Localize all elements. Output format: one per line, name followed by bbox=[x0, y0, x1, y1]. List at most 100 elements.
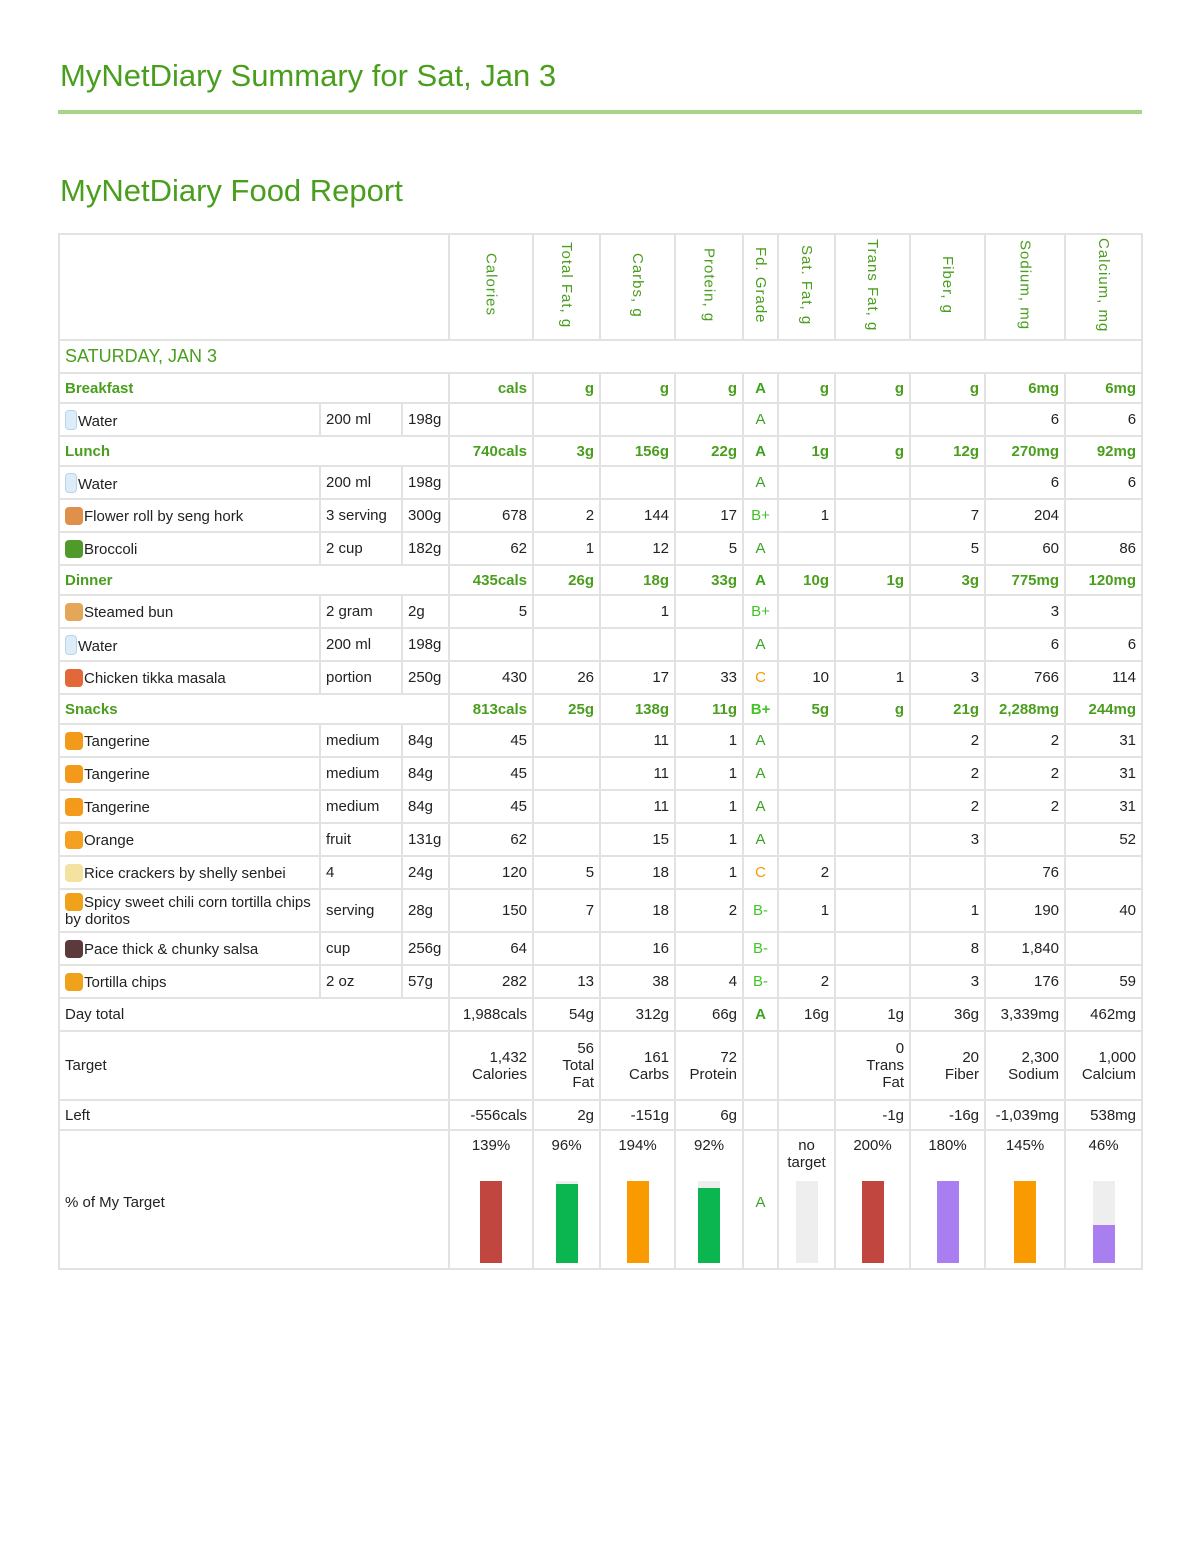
nutrient-value: 813cals bbox=[448, 693, 535, 725]
food-name-cell: Pace thick & chunky salsa bbox=[58, 931, 321, 966]
food-row[interactable]: Rice crackers by shelly senbei 4 24g 120 5 18… bbox=[58, 855, 1144, 890]
food-row[interactable]: Flower roll by seng hork 3 serving 300g 678… bbox=[58, 498, 1144, 533]
nutrient-value: g bbox=[834, 693, 912, 725]
nutrient-value bbox=[777, 931, 837, 966]
food-row[interactable]: Steamed bun 2 gram 2g 5 1 B+ 3 bbox=[58, 594, 1144, 629]
left-value: -151g bbox=[599, 1099, 677, 1131]
page-title: MyNetDiary Summary for Sat, Jan 3 bbox=[60, 58, 557, 93]
left-value: 6g bbox=[674, 1099, 745, 1131]
nutrient-value: 6 bbox=[1064, 627, 1144, 662]
nutrient-value bbox=[532, 931, 602, 966]
nutrient-value bbox=[777, 822, 837, 857]
food-row[interactable]: Tortilla chips 2 oz 57g 282 13 38 4 B- 2 3 176 59 bbox=[58, 964, 1144, 999]
nutrient-value: 740cals bbox=[448, 435, 535, 467]
nutrient-value bbox=[532, 822, 602, 857]
nutrient-value: 7 bbox=[909, 498, 987, 533]
day-total-value: 462mg bbox=[1064, 997, 1144, 1032]
food-row[interactable]: Tangerine medium 84g 45 11 1 A 2 2 31 bbox=[58, 723, 1144, 758]
nutrient-value: 1 bbox=[834, 660, 912, 695]
percent-cell: 139% bbox=[448, 1129, 535, 1270]
meal-row-snacks: Snacks 813cals 25g 138g 11g B+ 5g g 21g 2,288mg 24… bbox=[57, 693, 1144, 725]
nutrient-value: 2 bbox=[909, 723, 987, 758]
day-total-value: 16g bbox=[777, 997, 837, 1032]
nutrient-value: 18g bbox=[599, 564, 677, 596]
nutrient-value: 5 bbox=[532, 855, 602, 890]
nutrient-value: 62 bbox=[448, 531, 535, 566]
food-name-cell: Water bbox=[58, 402, 321, 437]
food-name: Spicy sweet chili corn tortilla chips by… bbox=[65, 894, 311, 928]
food-row[interactable]: Pace thick & chunky salsa cup 256g 64 16 B- 8 1… bbox=[58, 931, 1144, 966]
food-weight: 250g bbox=[400, 660, 451, 695]
nutrient-value bbox=[777, 756, 837, 791]
nutrient-value bbox=[777, 531, 837, 566]
food-amount: 2 oz bbox=[319, 964, 403, 999]
nutrient-value: 176 bbox=[984, 964, 1067, 999]
nutrient-value: 7 bbox=[532, 888, 602, 933]
nutrient-value: g bbox=[909, 372, 987, 404]
target-value: 72 Protein bbox=[674, 1030, 745, 1101]
nutrient-value bbox=[532, 594, 602, 629]
nutrient-value bbox=[834, 964, 912, 999]
nutrient-value: 1g bbox=[834, 564, 912, 596]
percent-cell: 46% bbox=[1064, 1129, 1144, 1270]
percent-bar-track bbox=[1014, 1181, 1037, 1263]
food-name-cell: Tangerine bbox=[58, 756, 321, 791]
food-row[interactable]: Tangerine medium 84g 45 11 1 A 2 2 31 bbox=[58, 789, 1144, 824]
nutrient-value: g bbox=[834, 372, 912, 404]
meal-name: Breakfast bbox=[57, 372, 451, 404]
day-total-value: 3,339mg bbox=[984, 997, 1067, 1032]
food-row[interactable]: Broccoli 2 cup 182g 62 1 12 5 A 5 60 86 bbox=[58, 531, 1144, 566]
nutrient-value: 17 bbox=[599, 660, 677, 695]
nutrient-value: 26 bbox=[532, 660, 602, 695]
nutrient-value bbox=[1064, 855, 1144, 890]
nutrient-value: 2,288mg bbox=[984, 693, 1067, 725]
nutrient-value bbox=[834, 402, 912, 437]
nutrient-value bbox=[599, 402, 677, 437]
nutrient-value: 12g bbox=[909, 435, 987, 467]
food-row[interactable]: Chicken tikka masala portion 250g 430 26 17 33… bbox=[58, 660, 1144, 695]
food-weight: 131g bbox=[400, 822, 451, 857]
target-nutrient: Calories bbox=[472, 1065, 528, 1083]
food-row[interactable]: Tangerine medium 84g 45 11 1 A 2 2 31 bbox=[58, 756, 1144, 791]
percent-bar bbox=[450, 1181, 532, 1263]
percent-text: no target bbox=[787, 1137, 826, 1171]
food-weight: 28g bbox=[400, 888, 451, 933]
food-row[interactable]: Spicy sweet chili corn tortilla chips by… bbox=[58, 888, 1144, 933]
food-weight: 2g bbox=[400, 594, 451, 629]
food-row[interactable]: Water 200 ml 198g A 6 6 bbox=[58, 402, 1144, 437]
nutrient-value: 150 bbox=[448, 888, 535, 933]
nutrient-value: 22g bbox=[674, 435, 745, 467]
nutrient-value: 15 bbox=[599, 822, 677, 857]
nutrient-value: 11 bbox=[599, 789, 677, 824]
report-title: MyNetDiary Food Report bbox=[60, 173, 403, 208]
nutrient-value: 156g bbox=[599, 435, 677, 467]
nutrient-value: g bbox=[674, 372, 745, 404]
nutrient-value: 10 bbox=[777, 660, 837, 695]
column-header: Protein, g bbox=[674, 233, 745, 341]
nutrient-value: 2 bbox=[674, 888, 745, 933]
nutrient-value bbox=[834, 855, 912, 890]
food-row[interactable]: Orange fruit 131g 62 15 1 A 3 52 bbox=[58, 822, 1144, 857]
percent-text: 139% bbox=[471, 1137, 511, 1154]
percent-bar-track bbox=[555, 1181, 578, 1263]
food-grade: A bbox=[742, 627, 780, 662]
target-value: 1,432 Calories bbox=[448, 1030, 535, 1101]
percent-bar bbox=[601, 1181, 674, 1263]
percent-bar bbox=[534, 1181, 599, 1263]
percent-bar-track bbox=[480, 1181, 503, 1263]
nutrient-value: 138g bbox=[599, 693, 677, 725]
nutrient-value: 3g bbox=[532, 435, 602, 467]
food-row[interactable]: Water 200 ml 198g A 6 6 bbox=[58, 465, 1144, 500]
nutrient-value bbox=[834, 931, 912, 966]
food-grade: C bbox=[742, 660, 780, 695]
food-amount: serving bbox=[319, 888, 403, 933]
food-name-cell: Broccoli bbox=[58, 531, 321, 566]
nutrient-value bbox=[599, 465, 677, 500]
food-amount: cup bbox=[319, 931, 403, 966]
food-grade: B- bbox=[742, 931, 780, 966]
food-row[interactable]: Water 200 ml 198g A 6 6 bbox=[58, 627, 1144, 662]
food-amount: 200 ml bbox=[319, 465, 403, 500]
day-total-value: 36g bbox=[909, 997, 987, 1032]
food-weight: 84g bbox=[400, 723, 451, 758]
day-row: SATURDAY, JAN 3 bbox=[57, 339, 1144, 374]
